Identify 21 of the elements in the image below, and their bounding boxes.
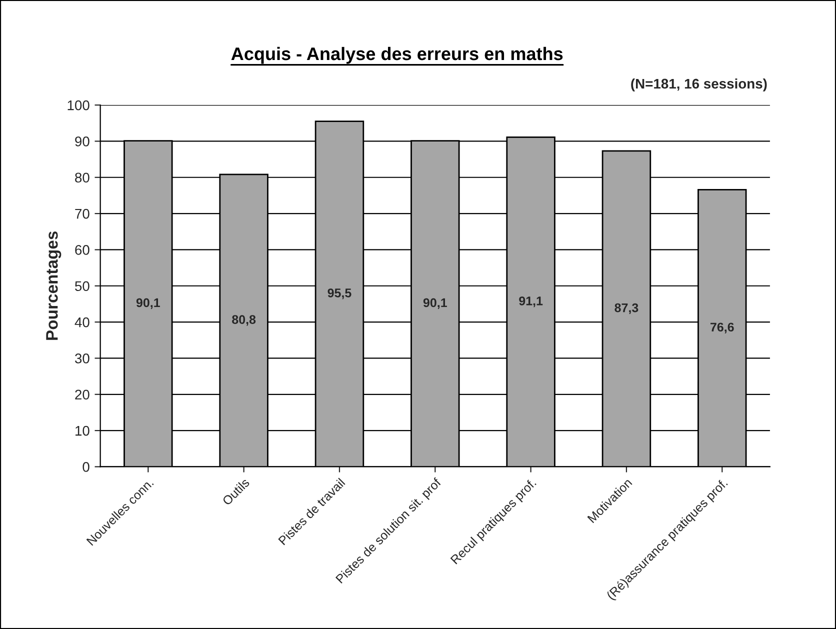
y-tick-label: 50 xyxy=(75,281,90,292)
data-label: 87,3 xyxy=(614,303,638,314)
y-tick-label: 20 xyxy=(75,390,90,400)
chart-subtitle: (N=181, 16 sessions) xyxy=(631,78,767,92)
y-tick-label: 40 xyxy=(74,317,90,328)
y-tick-label: 70 xyxy=(75,208,90,219)
y-axis-title: Pourcentages xyxy=(46,231,62,340)
data-label: 90,1 xyxy=(136,298,160,309)
data-label: 95,5 xyxy=(328,288,352,300)
data-label: 90,1 xyxy=(423,298,447,309)
chart-title: Acquis - Analyse des erreurs en maths xyxy=(231,46,563,64)
y-tick-label: 10 xyxy=(76,426,90,436)
y-tick-label: 90 xyxy=(75,136,90,146)
data-label: 91,1 xyxy=(519,296,543,308)
y-tick-label: 60 xyxy=(75,245,90,255)
data-label: 76,6 xyxy=(710,322,734,334)
y-tick-label: 30 xyxy=(74,354,90,364)
y-tick-label: 100 xyxy=(68,100,90,110)
data-label: 80,8 xyxy=(232,315,256,326)
y-tick-label: 80 xyxy=(75,172,90,183)
y-tick-label: 0 xyxy=(82,462,90,472)
